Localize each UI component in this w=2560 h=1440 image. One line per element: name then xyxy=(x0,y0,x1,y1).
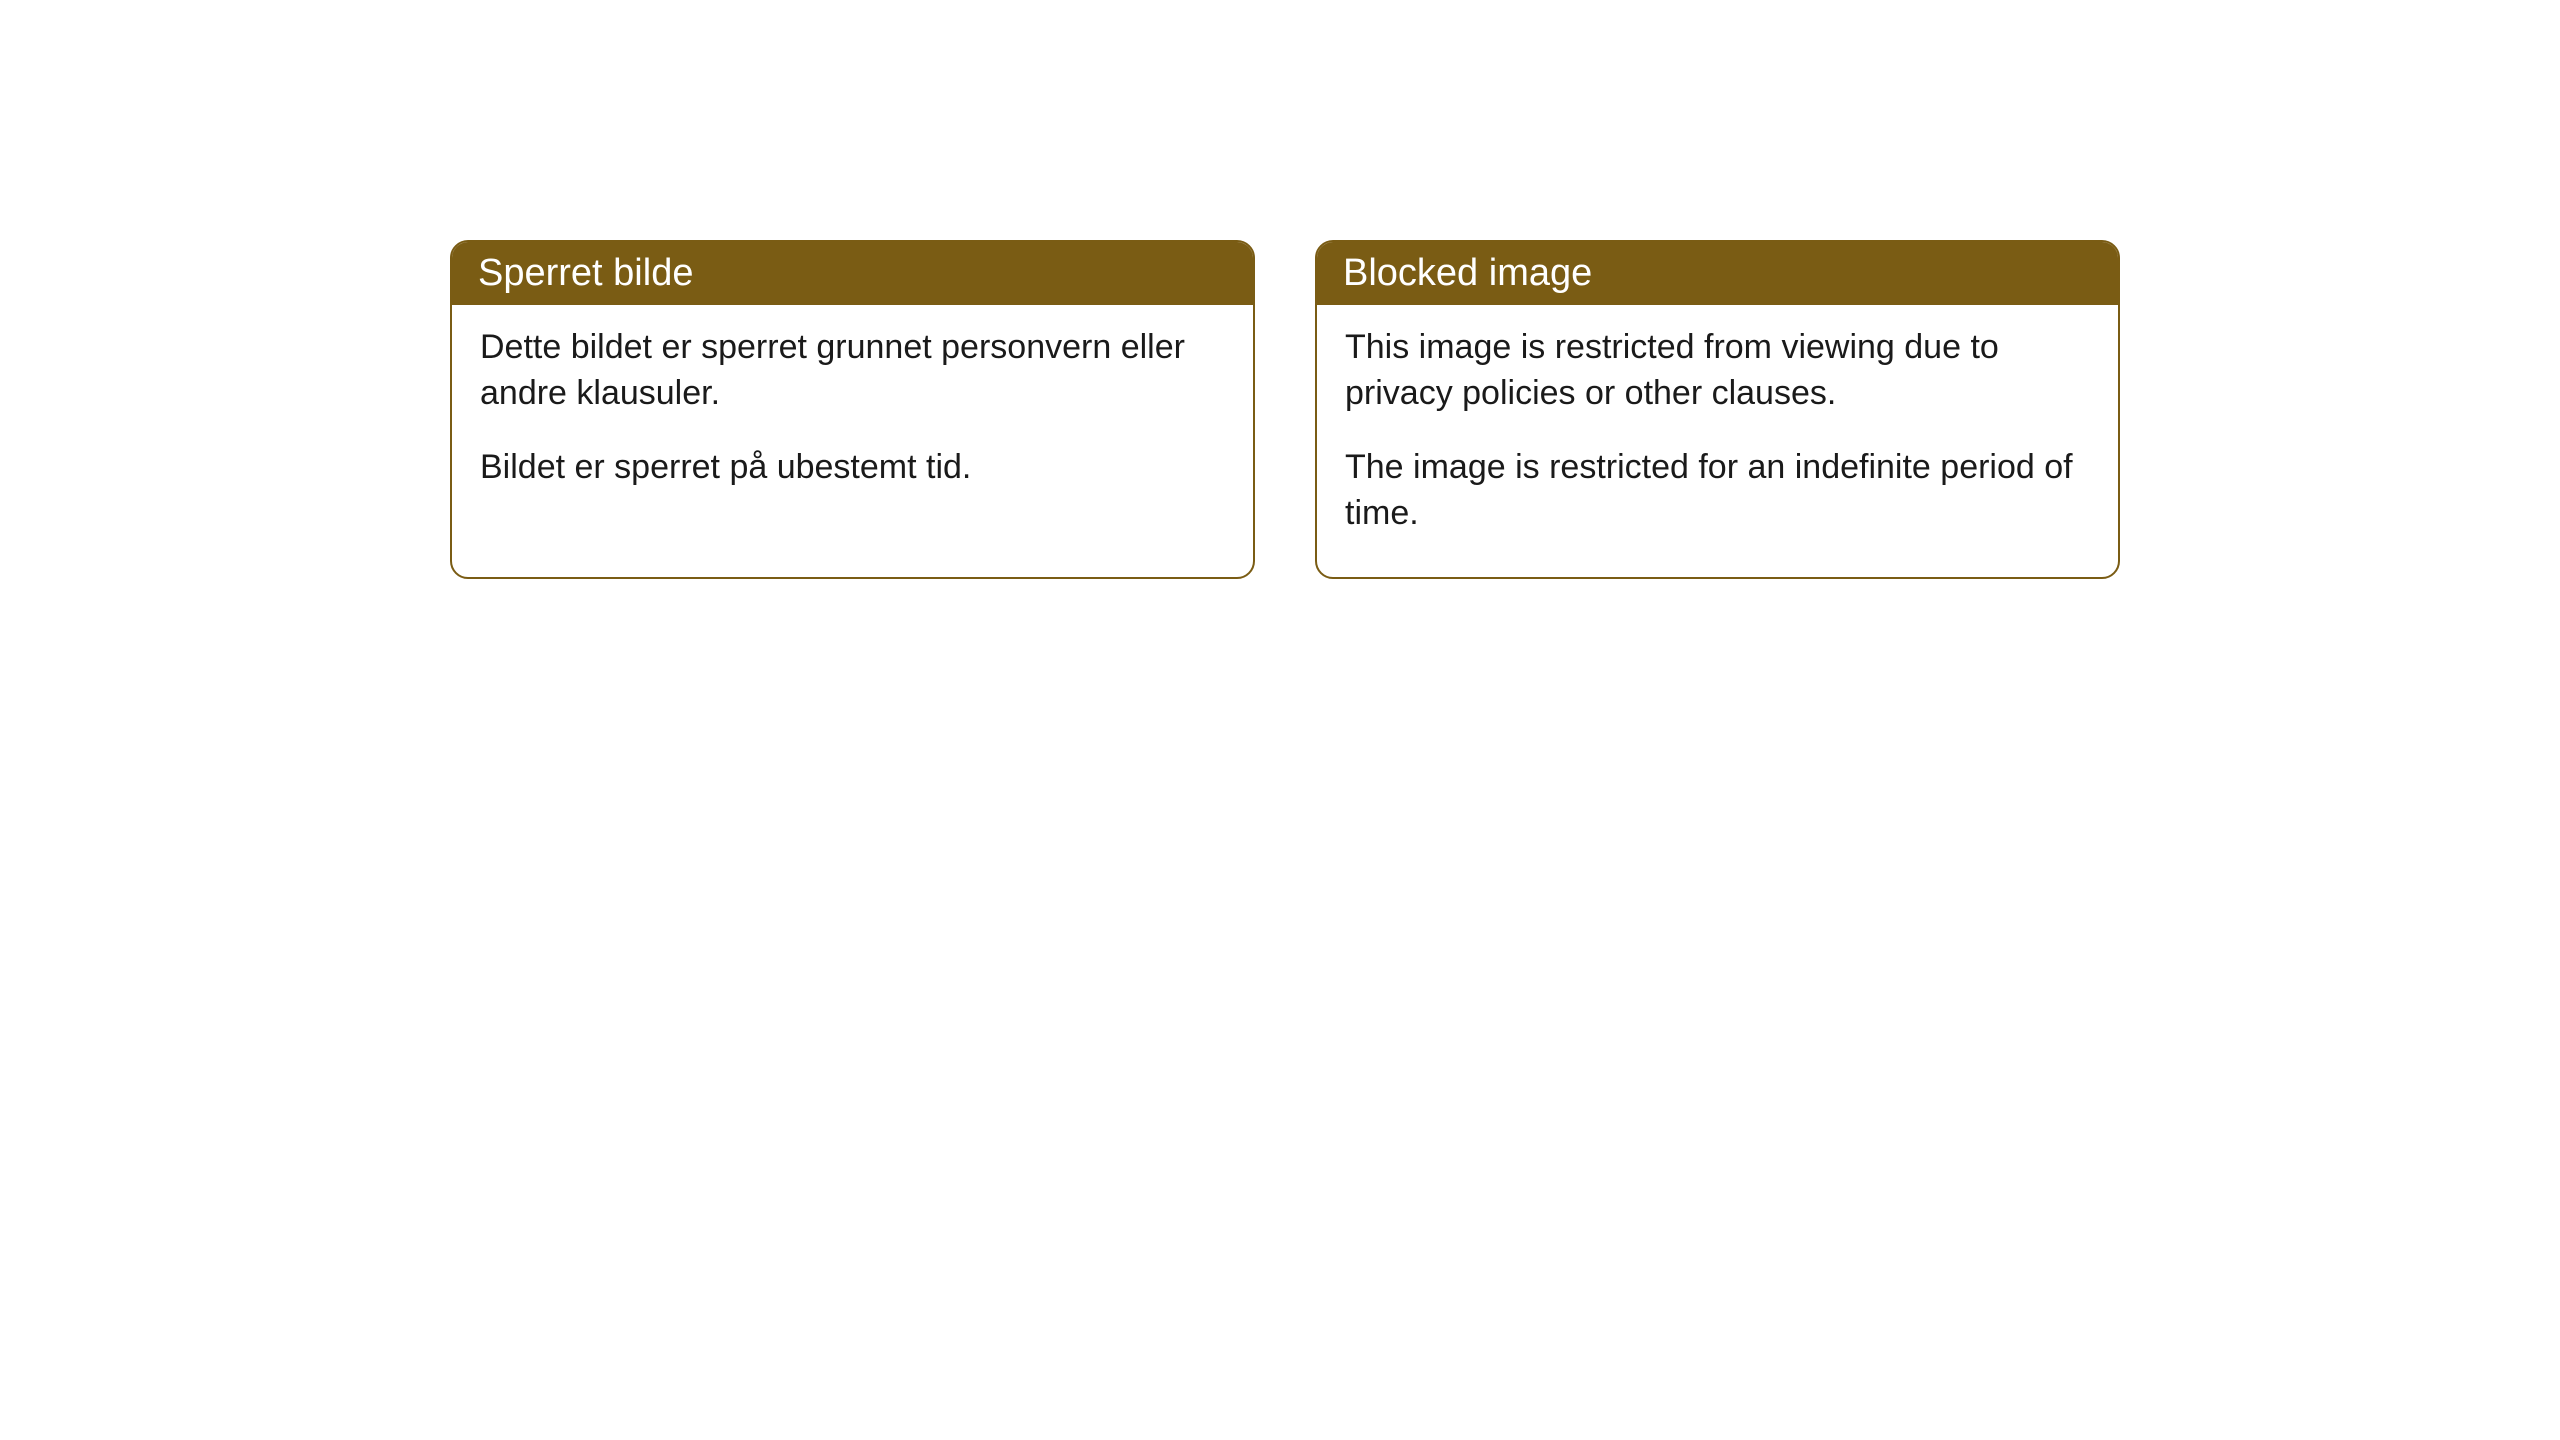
notice-card-english: Blocked image This image is restricted f… xyxy=(1315,240,2120,579)
notice-card-norwegian: Sperret bilde Dette bildet er sperret gr… xyxy=(450,240,1255,579)
card-paragraph: Dette bildet er sperret grunnet personve… xyxy=(480,325,1225,417)
card-paragraph: The image is restricted for an indefinit… xyxy=(1345,445,2090,537)
card-title: Sperret bilde xyxy=(478,252,693,294)
card-header-english: Blocked image xyxy=(1317,242,2118,305)
card-header-norwegian: Sperret bilde xyxy=(452,242,1253,305)
card-paragraph: This image is restricted from viewing du… xyxy=(1345,325,2090,417)
notice-cards-container: Sperret bilde Dette bildet er sperret gr… xyxy=(450,240,2560,579)
card-body-english: This image is restricted from viewing du… xyxy=(1317,305,2118,577)
card-paragraph: Bildet er sperret på ubestemt tid. xyxy=(480,445,1225,491)
card-body-norwegian: Dette bildet er sperret grunnet personve… xyxy=(452,305,1253,531)
card-title: Blocked image xyxy=(1343,252,1592,294)
